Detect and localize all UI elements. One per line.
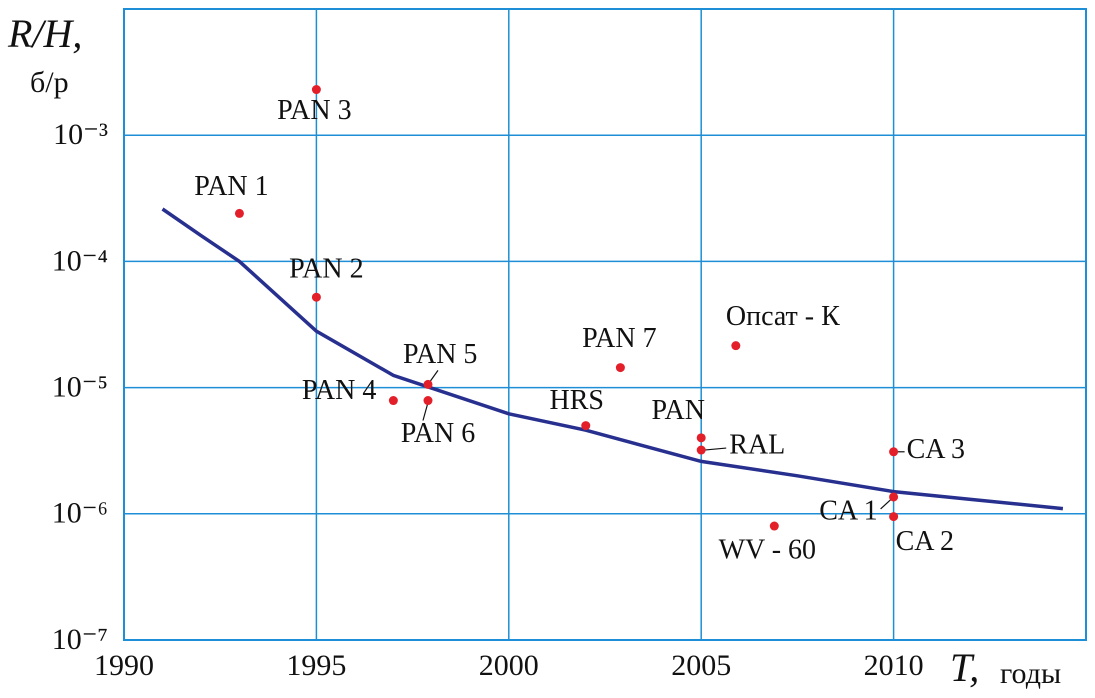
y-tick-label: 10⁻⁶ [52,497,108,530]
x-axis-unit: годы [1000,657,1061,690]
data-point [889,447,899,457]
point-label: CA 2 [896,526,954,557]
y-tick-label: 10⁻⁵ [52,370,108,403]
data-point [889,512,899,522]
plot-frame [123,8,1087,641]
data-point [731,341,741,351]
point-label: HRS [550,385,604,416]
trend-curve [161,207,1064,511]
data-point [889,492,899,502]
data-point [581,421,591,431]
point-label: PAN 4 [302,375,376,406]
x-tick-label: 1995 [286,649,346,682]
data-point [311,85,321,95]
point-label: CA 3 [907,434,965,465]
y-tick-label: 10⁻³ [53,118,108,151]
x-tick-label: 2000 [479,649,539,682]
data-point [388,396,398,406]
point-label: PAN 2 [289,254,363,285]
point-label: WV - 60 [719,534,816,565]
data-point [311,292,321,302]
y-tick-label: 10⁻⁷ [52,623,108,656]
data-point [696,433,706,443]
y-axis-unit: б/р [30,66,69,99]
point-label: PAN 3 [277,95,351,126]
x-tick-label: 1990 [94,649,154,682]
x-tick-label: 2005 [671,649,731,682]
data-point [615,363,625,373]
point-label: PAN 7 [582,323,656,354]
x-tick-label: 2010 [864,649,924,682]
leader-line [422,402,429,421]
point-label: CA 1 [819,495,877,526]
x-axis-label: T, [950,645,979,690]
point-label: RAL [729,429,785,460]
data-point [234,208,244,218]
data-point [769,521,779,531]
data-point [423,379,433,389]
point-label: Опсат - К [726,301,840,332]
leader-line [704,447,727,451]
point-label: PAN 6 [401,418,475,449]
y-tick-label: 10⁻⁴ [52,244,108,277]
data-point [423,396,433,406]
data-point [696,445,706,455]
point-label: PAN [651,395,704,426]
y-axis-label: R/H, [7,11,82,56]
point-label: PAN 5 [403,339,477,370]
point-label: PAN 1 [194,171,268,202]
